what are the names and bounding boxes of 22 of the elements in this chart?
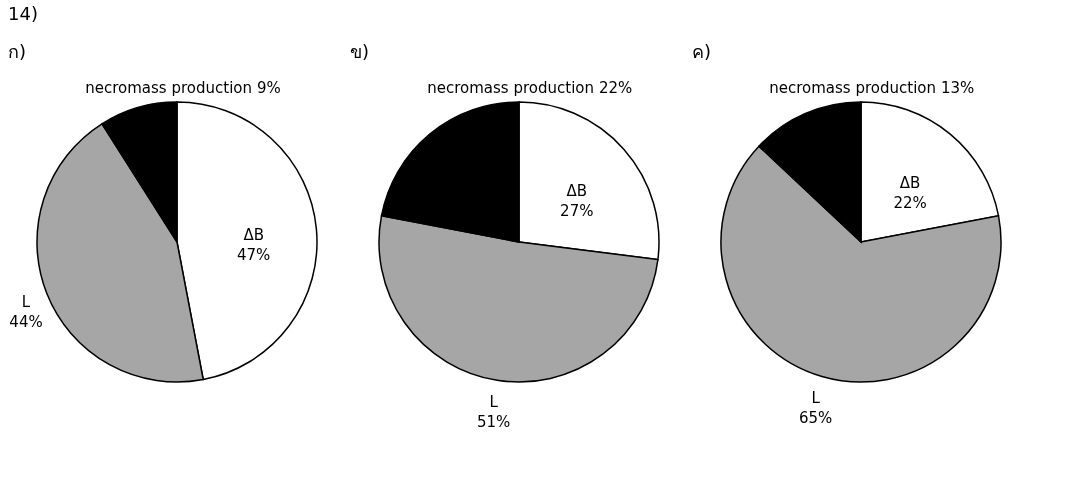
- slice-label: necromass production: [769, 79, 936, 97]
- text: 14): [8, 3, 38, 24]
- data-label: 22%: [599, 79, 633, 97]
- slice-label: ΔB: [899, 173, 921, 192]
- slice-label: ΔB: [243, 225, 264, 244]
- slice-label: L: [21, 292, 31, 311]
- data-label: 65%: [799, 408, 833, 427]
- slice-label: L: [489, 393, 499, 412]
- data-label: 47%: [236, 245, 271, 264]
- data-label: 9%: [257, 79, 281, 97]
- slice-label: necromass production: [427, 79, 594, 97]
- chart-title: ข): [350, 41, 370, 62]
- slice-label: L: [811, 388, 821, 407]
- slice-label: ΔB: [566, 182, 588, 201]
- chart-title: ค): [692, 41, 712, 62]
- data-label: 44%: [9, 312, 43, 331]
- data-label: 22%: [893, 193, 927, 212]
- slice-label: necromass production: [85, 79, 252, 97]
- data-label: 51%: [476, 413, 511, 432]
- data-label: 13%: [941, 79, 975, 97]
- data-label: 27%: [560, 202, 594, 221]
- chart-title: ก): [8, 41, 27, 62]
